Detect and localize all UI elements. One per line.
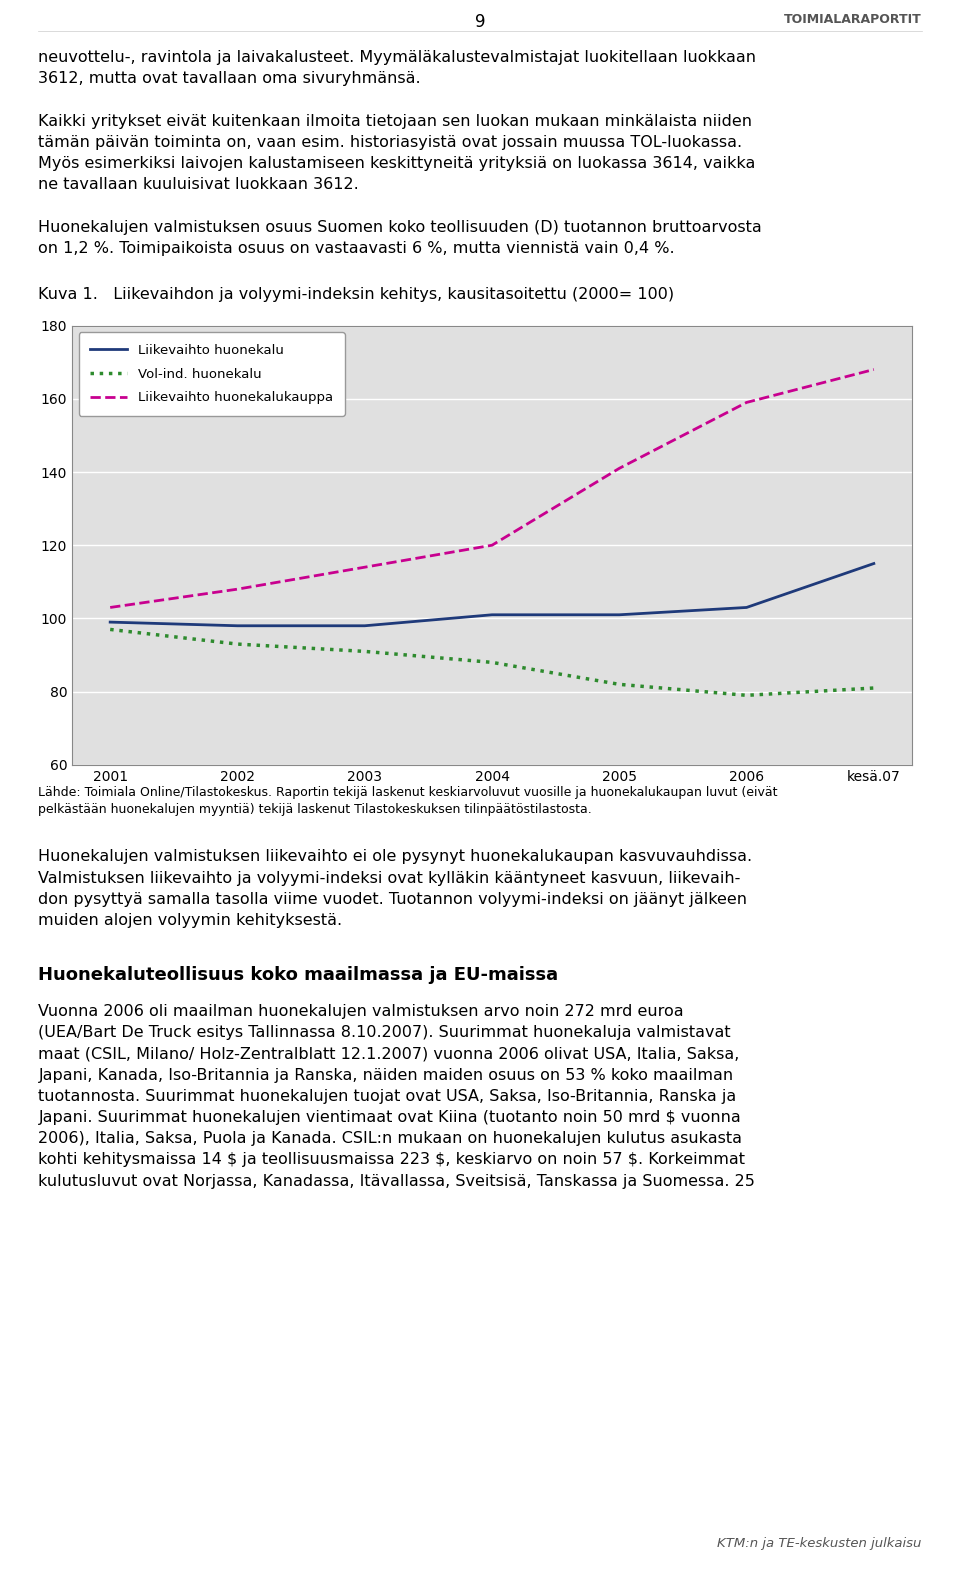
- Text: Huonekalujen valmistuksen osuus Suomen koko teollisuuden (D) tuotannon bruttoarv: Huonekalujen valmistuksen osuus Suomen k…: [38, 220, 762, 235]
- Text: 3612, mutta ovat tavallaan oma sivuryhmänsä.: 3612, mutta ovat tavallaan oma sivuryhmä…: [38, 71, 421, 86]
- Text: Vuonna 2006 oli maailman huonekalujen valmistuksen arvo noin 272 mrd euroa: Vuonna 2006 oli maailman huonekalujen va…: [38, 1004, 684, 1020]
- Text: KTM:n ja TE-keskusten julkaisu: KTM:n ja TE-keskusten julkaisu: [717, 1538, 922, 1550]
- Text: 2006), Italia, Saksa, Puola ja Kanada. CSIL:n mukaan on huonekalujen kulutus asu: 2006), Italia, Saksa, Puola ja Kanada. C…: [38, 1131, 742, 1147]
- Text: ne tavallaan kuuluisivat luokkaan 3612.: ne tavallaan kuuluisivat luokkaan 3612.: [38, 177, 359, 193]
- Text: TOIMIALARAPORTIT: TOIMIALARAPORTIT: [784, 13, 922, 25]
- Text: Kuva 1.   Liikevaihdon ja volyymi-indeksin kehitys, kausitasoitettu (2000= 100): Kuva 1. Liikevaihdon ja volyymi-indeksin…: [38, 287, 675, 303]
- Text: neuvottelu-, ravintola ja laivakalusteet. Myymäläkalustevalmistajat luokitellaan: neuvottelu-, ravintola ja laivakalusteet…: [38, 50, 756, 66]
- Text: muiden alojen volyymin kehityksestä.: muiden alojen volyymin kehityksestä.: [38, 913, 343, 927]
- Text: on 1,2 %. Toimipaikoista osuus on vastaavasti 6 %, mutta viennistä vain 0,4 %.: on 1,2 %. Toimipaikoista osuus on vastaa…: [38, 242, 675, 256]
- Text: kulutusluvut ovat Norjassa, Kanadassa, Itävallassa, Sveitsisä, Tanskassa ja Suom: kulutusluvut ovat Norjassa, Kanadassa, I…: [38, 1174, 756, 1189]
- Text: Huonekaluteollisuus koko maailmassa ja EU-maissa: Huonekaluteollisuus koko maailmassa ja E…: [38, 967, 559, 984]
- Text: tämän päivän toiminta on, vaan esim. historiasyistä ovat jossain muussa TOL-luok: tämän päivän toiminta on, vaan esim. his…: [38, 135, 742, 151]
- Text: Lähde: Toimiala Online/Tilastokeskus. Raportin tekijä laskenut keskiarvoluvut vu: Lähde: Toimiala Online/Tilastokeskus. Ra…: [38, 786, 778, 799]
- Text: kohti kehitysmaissa 14 $ ja teollisuusmaissa 223 $, keskiarvo on noin 57 $. Kork: kohti kehitysmaissa 14 $ ja teollisuusma…: [38, 1152, 745, 1167]
- Text: Kaikki yritykset eivät kuitenkaan ilmoita tietojaan sen luokan mukaan minkälaist: Kaikki yritykset eivät kuitenkaan ilmoit…: [38, 115, 753, 129]
- Text: Valmistuksen liikevaihto ja volyymi-indeksi ovat kylläkin kääntyneet kasvuun, li: Valmistuksen liikevaihto ja volyymi-inde…: [38, 871, 741, 885]
- Text: pelkästään huonekalujen myyntiä) tekijä laskenut Tilastokeskuksen tilinpäätöstil: pelkästään huonekalujen myyntiä) tekijä …: [38, 803, 592, 816]
- Text: Huonekalujen valmistuksen liikevaihto ei ole pysynyt huonekalukaupan kasvuvauhdi: Huonekalujen valmistuksen liikevaihto ei…: [38, 849, 753, 865]
- Text: Japani. Suurimmat huonekalujen vientimaat ovat Kiina (tuotanto noin 50 mrd $ vuo: Japani. Suurimmat huonekalujen vientimaa…: [38, 1109, 741, 1125]
- Text: Japani, Kanada, Iso-Britannia ja Ranska, näiden maiden osuus on 53 % koko maailm: Japani, Kanada, Iso-Britannia ja Ranska,…: [38, 1067, 733, 1083]
- Legend: Liikevaihto huonekalu, Vol-ind. huonekalu, Liikevaihto huonekalukauppa: Liikevaihto huonekalu, Vol-ind. huonekal…: [79, 333, 345, 416]
- Text: don pysyttyä samalla tasolla viime vuodet. Tuotannon volyymi-indeksi on jäänyt j: don pysyttyä samalla tasolla viime vuode…: [38, 891, 748, 907]
- Text: 9: 9: [475, 13, 485, 30]
- Text: maat (CSIL, Milano/ Holz-Zentralblatt 12.1.2007) vuonna 2006 olivat USA, Italia,: maat (CSIL, Milano/ Holz-Zentralblatt 12…: [38, 1047, 740, 1062]
- Text: tuotannosta. Suurimmat huonekalujen tuojat ovat USA, Saksa, Iso-Britannia, Ransk: tuotannosta. Suurimmat huonekalujen tuoj…: [38, 1089, 736, 1105]
- Text: (UEA/Bart De Truck esitys Tallinnassa 8.10.2007). Suurimmat huonekaluja valmista: (UEA/Bart De Truck esitys Tallinnassa 8.…: [38, 1025, 731, 1040]
- Text: Myös esimerkiksi laivojen kalustamiseen keskittyneitä yrityksiä on luokassa 3614: Myös esimerkiksi laivojen kalustamiseen …: [38, 157, 756, 171]
